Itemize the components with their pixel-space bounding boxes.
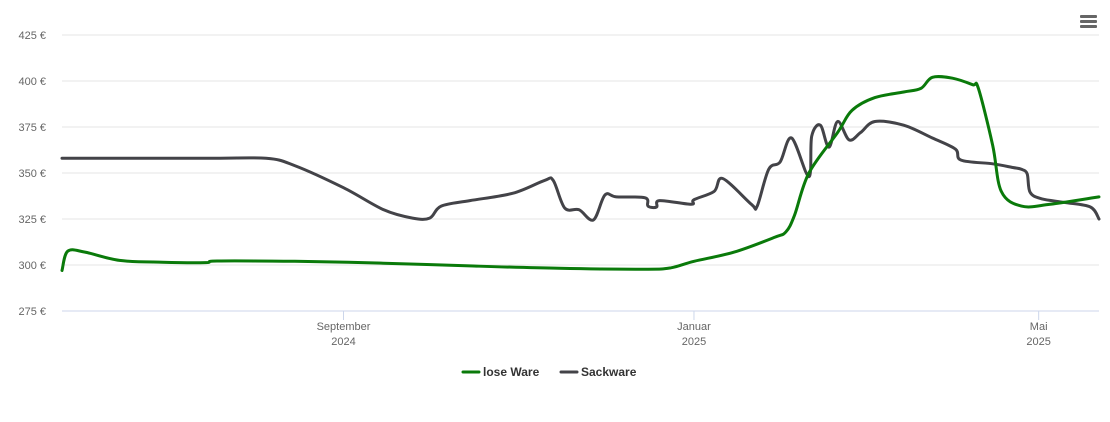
y-tick-label: 350 € <box>18 168 46 180</box>
legend-label-lose-ware: lose Ware <box>483 365 540 379</box>
x-axis: September 2024 Januar 2025 Mai 2025 <box>317 311 1051 348</box>
hamburger-menu-icon <box>1080 15 1097 28</box>
y-tick-label: 275 € <box>18 306 46 318</box>
y-tick-label: 400 € <box>18 76 46 88</box>
y-tick-label: 425 € <box>18 30 46 42</box>
y-tick-label: 300 € <box>18 260 46 272</box>
series-line-sackware <box>60 119 1101 222</box>
series-line-lose-ware <box>60 75 1101 272</box>
grid-lines <box>62 34 1099 266</box>
legend-item-lose-ware[interactable]: lose Ware <box>461 365 540 379</box>
x-tick-label: Januar 2025 <box>677 321 711 348</box>
legend-label-sackware: Sackware <box>581 365 637 379</box>
chart-menu-button[interactable] <box>1074 8 1102 36</box>
legend-item-sackware[interactable]: Sackware <box>559 365 637 379</box>
series-group <box>60 75 1101 272</box>
legend: lose Ware Sackware <box>461 365 637 379</box>
y-tick-label: 375 € <box>18 122 46 134</box>
y-axis: 275 € 300 € 325 € 350 € 375 € 400 € 425 € <box>18 30 46 318</box>
x-tick-label: September 2024 <box>317 321 371 348</box>
x-tick-label: Mai 2025 <box>1026 321 1050 348</box>
y-tick-label: 325 € <box>18 214 46 226</box>
